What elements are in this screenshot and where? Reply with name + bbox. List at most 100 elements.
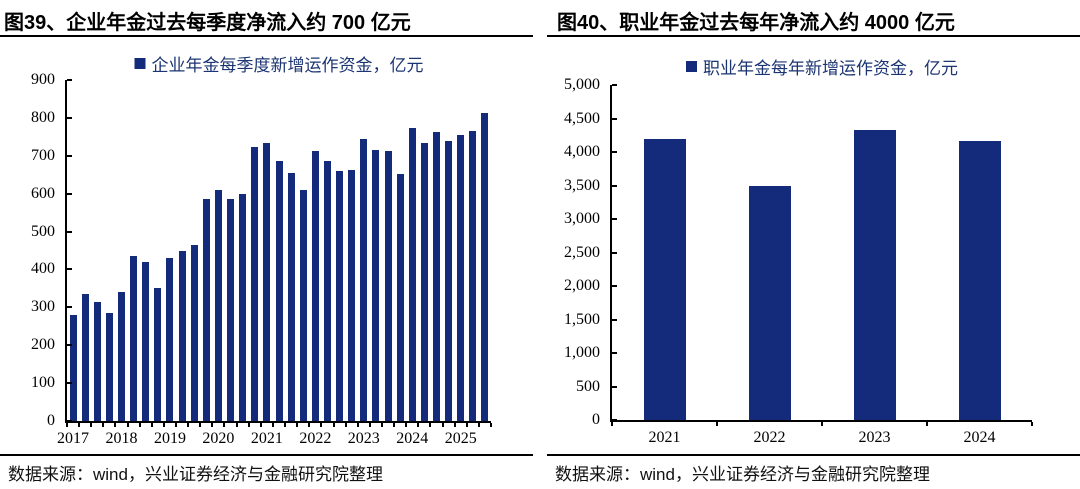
y-axis-tick-label: 500 [576,377,600,395]
y-axis-tick [67,344,72,347]
y-axis-tick [612,352,617,354]
source-note: 数据来源：wind，兴业证券经济与金融研究院整理 [555,465,930,484]
plot-area [65,80,491,423]
y-axis-tick [612,285,617,287]
x-axis-tick [138,423,141,427]
bar [142,261,150,421]
bar [323,160,331,421]
bar [202,199,210,421]
y-axis-tick [612,218,617,220]
y-axis-tick-label: 1,000 [564,344,600,361]
y-axis-tick-label: 300 [31,298,55,316]
x-axis-tick [175,423,178,427]
source-divider [0,454,533,456]
x-axis-tick [441,423,444,427]
y-axis-tick-label: 800 [31,108,55,126]
x-axis-tick [356,423,359,427]
x-axis-tick [284,423,287,427]
x-axis-tick [320,423,323,427]
y-axis-tick [67,116,72,119]
x-axis-tick [926,422,928,426]
x-axis-tick [271,423,274,427]
y-axis-tick [67,306,72,309]
y-axis-tick-label: 5,000 [564,76,600,93]
bar [643,139,686,420]
y-axis-tick-label: 500 [31,222,55,240]
y-axis-tick-label: 200 [31,336,55,354]
y-axis-tick [612,385,617,388]
y-axis-tick-label: 0 [592,411,600,428]
x-axis-tick [465,423,468,427]
x-axis-tick-label: 2017 [57,430,90,447]
x-axis-tick [821,422,823,426]
bar [360,138,368,421]
y-axis-tick [67,192,72,195]
x-axis-tick-label: 2022 [299,430,332,447]
x-axis-tick-label: 2021 [250,430,283,447]
bar [166,258,174,421]
x-axis-tick [223,423,226,427]
x-axis-tick [716,422,718,426]
x-axis-tick-label: 2018 [105,430,138,447]
x-axis-tick [393,423,396,427]
y-axis-tick [612,184,617,187]
x-axis-tick [344,423,347,427]
y-axis-tick-label: 400 [31,260,55,278]
legend-swatch-icon [686,61,697,72]
figure-40-panel: 图40、职业年金过去每年净流入约 4000 亿元 职业年金每年新增运作资金，亿元… [547,0,1080,489]
x-axis-tick [150,423,153,427]
bar [69,314,77,421]
bar [445,140,453,421]
x-axis-tick [162,423,165,427]
bar [336,170,344,421]
figure-title: 图39、企业年金过去每季度净流入约 700 亿元 [0,0,533,37]
y-axis-tick-label: 0 [47,412,55,429]
x-axis-tick [114,423,117,427]
x-axis-tick [296,423,299,427]
y-axis-tick-label: 600 [31,184,55,202]
x-axis-tick [380,423,383,427]
x-axis-tick-label: 2023 [858,429,891,446]
x-axis-tick [102,423,105,427]
bar [118,292,125,421]
x-axis-tick [235,423,238,427]
bar [263,142,271,421]
legend-label: 职业年金每年新增运作资金，亿元 [703,59,958,78]
bar [481,113,489,421]
x-axis-tick [332,423,335,427]
y-axis-tick-label: 2,000 [564,277,600,294]
x-axis-tick [308,423,311,427]
bar [130,256,138,421]
x-axis-tick [429,423,432,427]
y-axis-tick [612,419,617,421]
legend-label: 企业年金每季度新增运作资金，亿元 [151,56,424,75]
bar [469,131,477,421]
bar [239,193,247,421]
y-axis-tick-label: 700 [31,146,55,164]
x-axis-tick [211,423,214,427]
bar [853,129,896,420]
y-axis-tick [67,420,72,422]
source-note: 数据来源：wind，兴业证券经济与金融研究院整理 [8,465,383,484]
x-axis-tick-label: 2023 [347,430,380,447]
x-axis-tick-label: 2019 [153,430,186,447]
x-axis-tick-label: 2024 [963,429,996,446]
figure-39-panel: 图39、企业年金过去每季度净流入约 700 亿元 企业年金每季度新增运作资金，亿… [0,0,533,489]
bar [311,151,319,421]
x-axis-tick [405,423,408,427]
x-axis-tick-label: 2022 [753,429,786,446]
x-axis-tick-label: 2020 [202,430,235,447]
x-axis-tick [126,423,129,427]
bar [457,134,465,421]
x-axis-tick [611,422,613,426]
plot-area [610,85,1032,422]
bar [396,173,404,421]
bar [190,244,198,421]
chart-legend: 职业年金每年新增运作资金，亿元 [686,54,958,79]
bar [154,288,162,421]
y-axis-tick [612,151,617,153]
y-axis-tick [612,117,617,120]
source-divider [547,454,1080,456]
x-axis-tick [78,423,81,427]
